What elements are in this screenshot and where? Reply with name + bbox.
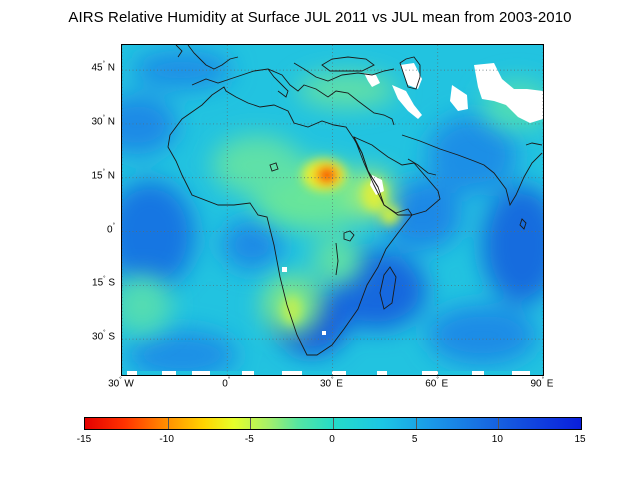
colorbar-label: 15 [574,434,586,445]
humidity-anomaly-map[interactable] [122,45,543,375]
map-panel[interactable] [121,44,544,376]
lon-tick-label: 30° E [320,377,343,390]
colorbar-tick [415,418,417,429]
colorbar-label: 10 [491,434,503,445]
lat-tick-label: 30° N [91,114,115,128]
colorbar-tick [498,418,500,429]
lat-tick-label: 45° N [91,61,115,74]
colorbar-tick [250,418,252,429]
lon-tick-label: 90° E [530,377,554,390]
colorbar-label: -15 [76,434,92,445]
gridlines [122,45,543,375]
lat-tick-label: 0° [107,222,115,235]
lon-tick-label: 30° W [108,377,134,390]
anomaly-field [122,45,543,375]
colorbar [84,417,582,430]
colorbar-label: -10 [159,434,174,445]
colorbar-tick [333,418,334,429]
colorbar-label: 0 [329,434,335,445]
lat-tick-label: 15° S [92,276,115,289]
lon-tick-label: 0° [222,377,231,390]
lon-tick-label: 60° E [425,377,449,390]
lat-tick-label: 15° N [91,168,115,182]
lat-tick-label: 30° S [92,330,115,343]
colorbar-label: -5 [244,434,254,445]
page-title: AIRS Relative Humidity at Surface JUL 20… [68,9,572,26]
colorbar-label: 5 [411,434,418,445]
colorbar-tick [167,418,169,429]
coastlines [167,45,543,356]
missing-data [122,63,543,375]
